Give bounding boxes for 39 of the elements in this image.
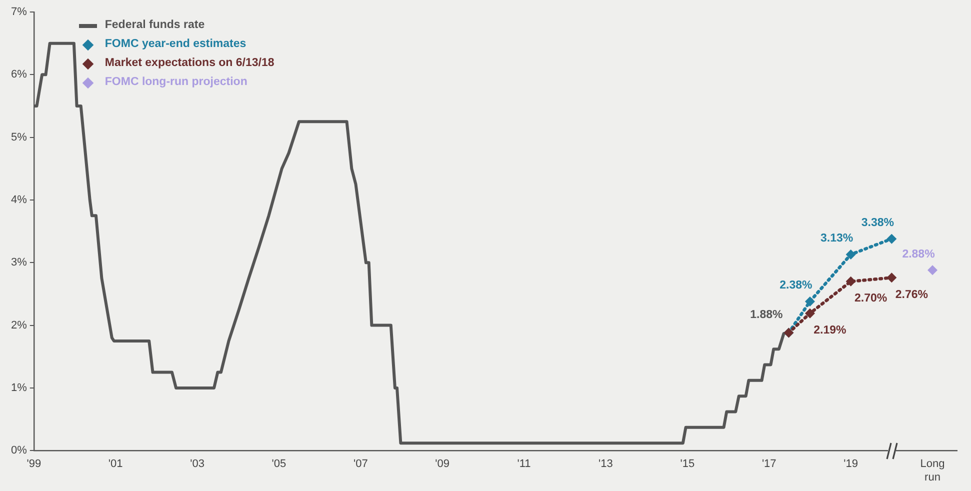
data-label: 2.88% — [902, 248, 935, 260]
y-tick-label: 7% — [10, 6, 28, 18]
legend-label: Market expectations on 6/13/18 — [104, 56, 274, 71]
x-tick-label: '99 — [26, 458, 42, 470]
point — [927, 265, 938, 276]
y-tick-label: 0% — [10, 444, 28, 457]
data-label: 2.38% — [780, 280, 812, 292]
x-tick-label: '13 — [598, 458, 613, 470]
y-tick-label: 4% — [10, 194, 28, 206]
x-tick-label: '03 — [190, 458, 204, 470]
point — [846, 276, 856, 286]
point — [886, 234, 897, 244]
x-tick-label: '01 — [108, 458, 123, 470]
data-label: 3.13% — [820, 232, 854, 245]
legend-label: Federal funds rate — [104, 18, 205, 33]
legend-label: FOMC year-end estimates — [104, 37, 246, 52]
data-label: 2.19% — [814, 324, 846, 337]
x-tick-label: '19 — [844, 458, 858, 470]
y-tick-label: 5% — [10, 131, 28, 144]
y-tick-label: 2% — [10, 319, 28, 332]
point — [846, 249, 856, 260]
y-tick-label: 6% — [10, 68, 28, 81]
legend-label: FOMC long-run projection — [104, 75, 248, 90]
x-tick-label: Long run — [920, 458, 945, 484]
point — [886, 272, 897, 283]
x-tick-label: '15 — [680, 458, 695, 470]
y-tick-label: 3% — [10, 256, 28, 269]
y-tick-label: 1% — [10, 382, 28, 394]
x-tick-label: '05 — [272, 458, 286, 470]
annotation: 1.88% — [750, 308, 783, 321]
x-tick-label: '07 — [353, 458, 368, 470]
point — [804, 308, 815, 318]
x-tick-label: '09 — [435, 458, 450, 470]
data-label: 2.70% — [854, 292, 888, 305]
x-tick-label: '17 — [762, 458, 776, 470]
data-label: 3.38% — [861, 216, 894, 229]
point — [804, 296, 815, 306]
data-label: 2.76% — [895, 288, 928, 301]
x-tick-label: '11 — [517, 458, 531, 470]
